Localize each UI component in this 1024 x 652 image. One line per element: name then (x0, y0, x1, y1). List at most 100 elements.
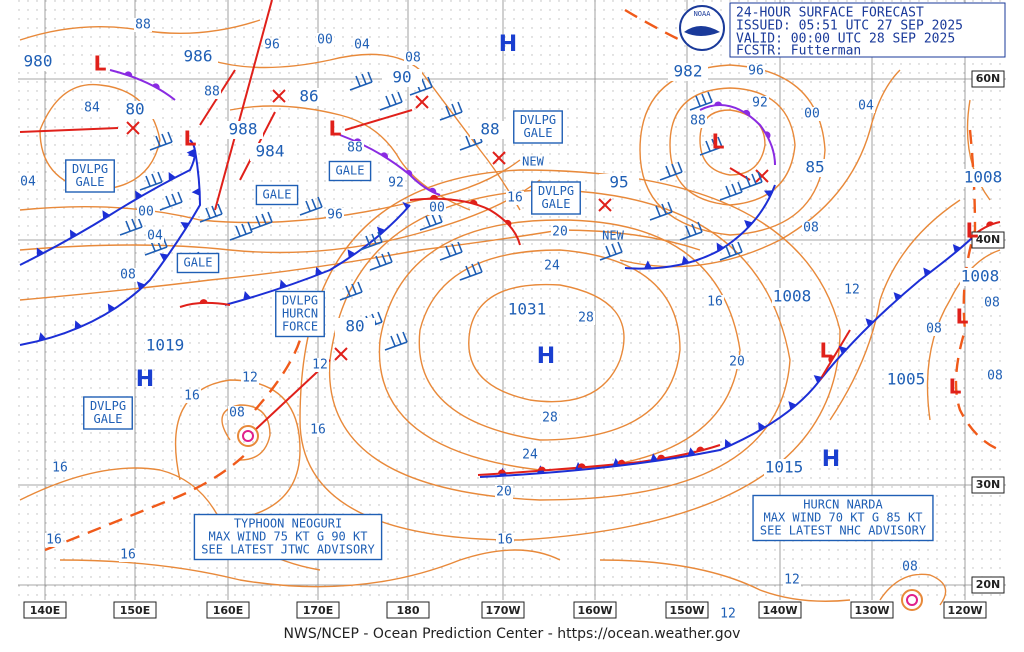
front-symbol (764, 131, 771, 139)
central-pressure: 1008 (773, 287, 812, 306)
lon-label: 150E (120, 604, 150, 617)
front-symbol (657, 454, 666, 460)
lon-box (758, 601, 802, 619)
isobar-label: 16 (120, 548, 136, 563)
isobar-label-bg (428, 201, 446, 215)
pressure-bg (764, 459, 804, 477)
barb (459, 261, 483, 281)
box-text: MAX WIND 70 KT G 85 KT (764, 511, 923, 525)
isobar-label: 08 (120, 268, 136, 283)
lon-label: 160E (213, 604, 243, 617)
front-symbol (923, 267, 932, 277)
new-note: NEW (602, 229, 624, 243)
front-symbol (107, 303, 116, 313)
isobar-label-bg (134, 18, 152, 32)
front-symbol (893, 292, 902, 301)
barb (599, 241, 623, 261)
lon-box (481, 601, 525, 619)
barb (419, 211, 443, 231)
front-symbol (763, 190, 773, 198)
lon-box (850, 601, 894, 619)
barb (149, 131, 173, 151)
isobar-label: 88 (204, 85, 220, 100)
lon-box (943, 601, 987, 619)
isobar-label: 20 (552, 225, 568, 240)
central-pressure: 1031 (508, 300, 547, 319)
pressure-bg (145, 337, 185, 355)
box-text: TYPHOON NEOGURI (234, 517, 342, 531)
isobar-label-bg (203, 85, 221, 99)
isobar-label-bg (183, 389, 201, 403)
box-text: GALE (524, 126, 553, 140)
box-text: DVLPG (520, 113, 556, 127)
pressure-bg (963, 169, 1003, 187)
front-symbol (469, 199, 478, 205)
lon-label: 120W (947, 604, 982, 617)
front-symbol (537, 466, 546, 471)
x-marks (126, 89, 769, 361)
box-text: GALE (184, 256, 213, 270)
front-symbol (136, 281, 146, 290)
box-text: MAX WIND 75 KT G 90 KT (209, 530, 368, 544)
isobar-label-bg (901, 560, 919, 574)
lat-box (971, 70, 1005, 88)
high-center: H (499, 32, 517, 57)
front-symbol (577, 463, 586, 468)
box-text: HURCN (282, 307, 318, 321)
front-symbol (986, 221, 994, 227)
lon-box (206, 601, 250, 619)
isobar-label: 00 (138, 205, 154, 220)
isobar-label: 28 (578, 311, 594, 326)
front-symbol (742, 109, 751, 117)
high-center: H (822, 447, 840, 472)
isobar-label-bg (551, 225, 569, 239)
box-text: GALE (94, 412, 123, 426)
box-text: GALE (76, 175, 105, 189)
isobar-label: 28 (542, 411, 558, 426)
pressure-bg (115, 101, 155, 119)
central-pressure: 984 (256, 142, 285, 161)
lon-label: 130W (854, 604, 889, 617)
central-pressure: 1008 (961, 267, 1000, 286)
front-symbol (650, 453, 659, 462)
box-text: DVLPG (538, 184, 574, 198)
isobar-label: 12 (784, 573, 800, 588)
barb (139, 171, 163, 191)
isobar-label: 92 (752, 96, 768, 111)
isobar-label-bg (309, 423, 327, 437)
front-symbol (429, 194, 438, 199)
front-symbol (681, 255, 690, 265)
isobar-label: 04 (20, 175, 36, 190)
front-symbol (617, 459, 626, 465)
isobar-label: 04 (354, 38, 370, 53)
lon-label: 140E (30, 604, 60, 617)
barb (379, 91, 403, 111)
isobar-label-bg (228, 406, 246, 420)
isobar-label: 20 (729, 355, 745, 370)
barb (659, 161, 683, 181)
barb (249, 211, 273, 231)
lon-label: 140W (762, 604, 797, 617)
isobar-label-bg (83, 101, 101, 115)
isobar-label-bg (802, 221, 820, 235)
low-center: L (820, 339, 833, 363)
pressure-bg (382, 69, 422, 87)
low-center: L (184, 127, 197, 151)
isobar-label-bg (925, 322, 943, 336)
front-symbol (865, 318, 874, 327)
isobar-label-bg (843, 283, 861, 297)
barb (439, 101, 463, 121)
pressure-bg (960, 268, 1000, 286)
lon-box (573, 601, 617, 619)
barb (144, 236, 168, 256)
isobar-label: 88 (135, 18, 151, 33)
isobar-label: 04 (858, 99, 874, 114)
barb (119, 216, 143, 236)
front-symbol (347, 249, 356, 259)
barb (349, 71, 373, 91)
barb (159, 191, 183, 211)
barb (229, 221, 253, 241)
low-center: L (329, 117, 342, 141)
lat-label: 30N (976, 478, 1001, 491)
